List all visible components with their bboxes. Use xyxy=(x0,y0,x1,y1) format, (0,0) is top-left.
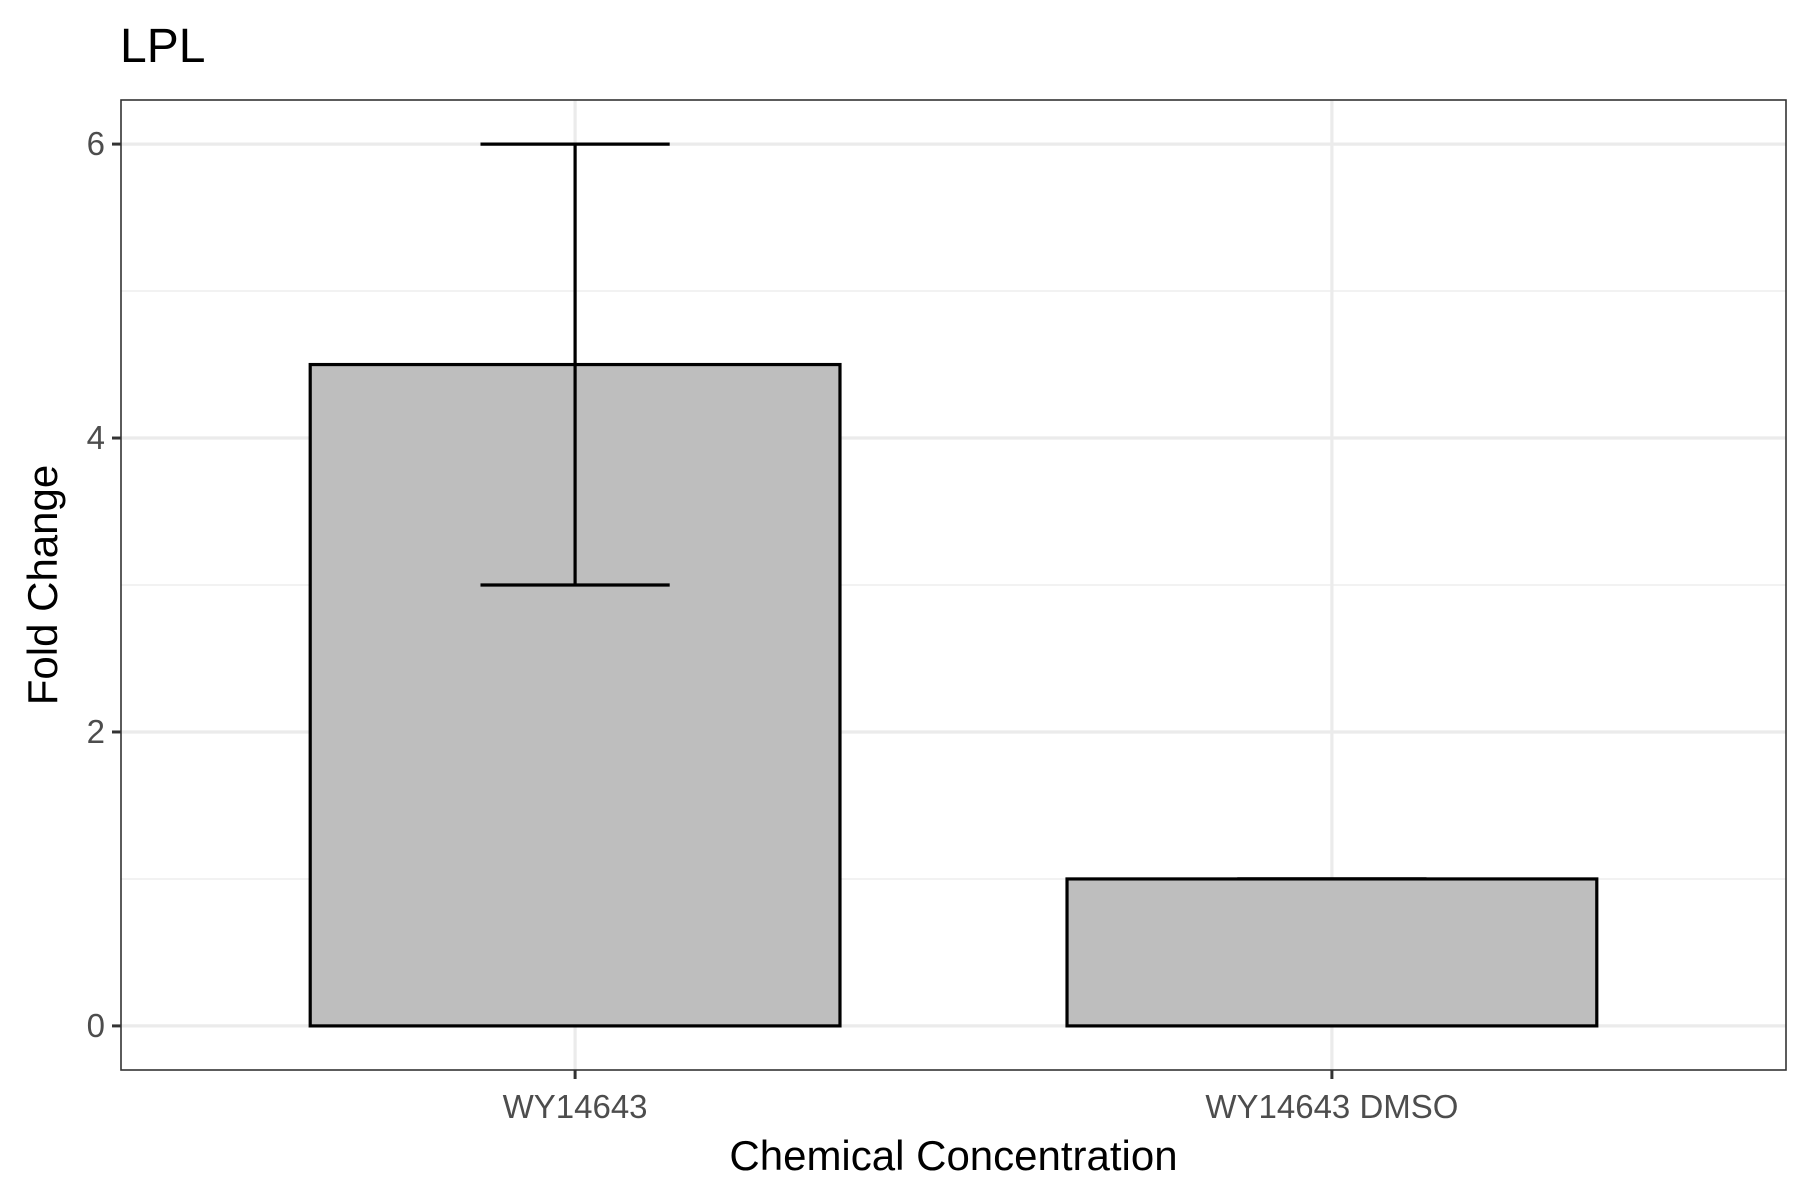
y-tick-label: 0 xyxy=(87,1007,105,1044)
x-axis-title: Chemical Concentration xyxy=(729,1132,1177,1179)
error-bar xyxy=(480,142,670,587)
bar xyxy=(1065,877,1599,1028)
x-tick-label: WY14643 xyxy=(503,1088,648,1125)
y-tick-label: 6 xyxy=(87,125,105,162)
axis-layer: 0 2 4 6 WY14643 WY14643 DMSO xyxy=(87,125,1459,1125)
y-tick-label: 4 xyxy=(87,419,105,456)
panel-border xyxy=(120,99,1787,1071)
y-axis-title: Fold Change xyxy=(19,465,66,706)
error-bar-layer xyxy=(480,142,1427,881)
x-tick-label: WY14643 DMSO xyxy=(1205,1088,1458,1125)
chart-title: LPL xyxy=(120,20,205,73)
y-tick-label: 2 xyxy=(87,713,105,750)
